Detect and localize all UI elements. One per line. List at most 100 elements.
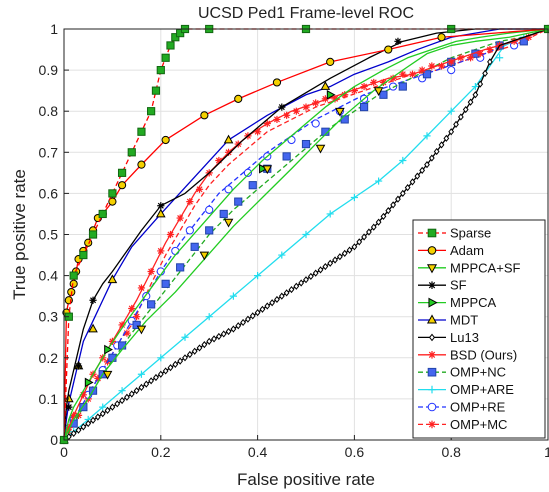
data-point-lu13 [206, 337, 213, 345]
data-point-lu13 [148, 377, 155, 385]
data-point-bsd-ours [466, 54, 475, 62]
legend-label: Adam [450, 243, 484, 258]
legend-entry-omp-nc: OMP+NC [418, 365, 506, 380]
data-point-bsd-ours [457, 54, 465, 62]
series-lu13 [63, 28, 549, 441]
data-point-bsd-ours [437, 62, 446, 70]
data-point-bsd-ours [476, 50, 484, 58]
chart-title: UCSD Ped1 Frame-level ROC [198, 5, 414, 22]
data-point-sf [157, 202, 165, 210]
data-point-omp-nc [398, 82, 407, 91]
data-point-omp-are [99, 403, 107, 411]
data-point-lu13 [215, 332, 222, 341]
data-point-lu13 [177, 357, 184, 365]
data-point-bsd-ours [428, 62, 436, 70]
data-point-lu13 [414, 172, 421, 180]
data-point-sparse [137, 127, 146, 136]
data-point-lu13 [361, 233, 367, 241]
series-line-lu13 [63, 28, 549, 441]
data-point-omp-re [205, 205, 214, 214]
legend-label: OMP+ARE [450, 382, 514, 397]
data-point-lu13 [249, 312, 256, 320]
data-point-lu13 [419, 166, 426, 174]
data-point-lu13 [448, 128, 455, 136]
data-point-omp-are [350, 193, 358, 202]
data-point-lu13 [346, 246, 353, 254]
data-point-sf [89, 296, 97, 304]
data-point-lu13 [80, 423, 87, 431]
data-point-lu13 [409, 178, 416, 186]
data-point-lu13 [259, 305, 266, 313]
data-point-omp-re [389, 82, 398, 91]
data-point-lu13 [172, 360, 179, 368]
data-point-mppca-sf [102, 370, 113, 380]
data-point-sparse [127, 148, 136, 157]
data-point-lu13 [482, 69, 488, 77]
y-tick-label: 1 [50, 21, 58, 37]
legend-label: OMP+RE [450, 400, 506, 415]
data-point-lu13 [399, 189, 406, 198]
data-point-omp-are [278, 251, 286, 259]
data-point-adam [137, 160, 146, 169]
y-tick-label: 0 [50, 432, 58, 448]
y-tick-label: 0.3 [39, 309, 59, 325]
data-point-bsd-ours [447, 58, 455, 66]
series-line-omp-re [63, 28, 549, 441]
data-point-mdt [107, 274, 118, 284]
data-point-omp-mc [94, 374, 102, 382]
axes: 0 0.2 0.4 0.6 0.8 1 0 0.1 0.2 0.3 0.4 0.5 0.6 0.7 0.8 0… [39, 21, 549, 460]
data-point-lu13 [356, 238, 363, 246]
data-point-sparse [166, 41, 175, 50]
data-point-lu13 [366, 228, 372, 236]
data-point-lu13 [322, 262, 329, 271]
data-point-lu13 [467, 98, 474, 106]
data-point-lu13 [191, 347, 198, 355]
data-point-lu13 [124, 393, 130, 401]
data-point-omp-are [254, 272, 262, 280]
data-point-bsd-ours [389, 74, 397, 82]
data-point-bsd-ours [137, 284, 146, 292]
y-tick-label: 0.5 [39, 227, 59, 243]
data-point-omp-are [399, 156, 407, 165]
data-point-omp-are [205, 313, 213, 321]
data-point-mdt [320, 81, 331, 90]
data-point-sparse [98, 209, 107, 219]
series-mppca-sf [63, 28, 549, 441]
series-line-mppca-sf [63, 28, 549, 441]
series-mppca [63, 28, 549, 441]
legend-entry-mppca-sf: MPPCA+SF [418, 260, 520, 275]
data-point-lu13 [153, 373, 159, 382]
data-point-bsd-ours [128, 304, 136, 313]
legend-swatch-marker [427, 246, 437, 255]
legend-label: BSD (Ours) [450, 347, 517, 362]
data-point-lu13 [283, 289, 290, 297]
data-point-omp-re [171, 246, 180, 256]
data-point-lu13 [182, 354, 188, 362]
data-point-lu13 [341, 249, 348, 258]
data-point-mppca-sf [335, 107, 345, 117]
data-point-lu13 [477, 80, 484, 88]
data-point-lu13 [99, 410, 106, 418]
data-point-lu13 [424, 161, 430, 169]
data-point-lu13 [254, 308, 261, 317]
legend-label: MDT [450, 313, 478, 328]
y-tick-label: 0.2 [39, 350, 59, 366]
data-point-bsd-ours [176, 214, 184, 222]
legend-label: SF [450, 278, 467, 293]
data-point-lu13 [225, 327, 232, 336]
data-point-adam [234, 94, 243, 103]
data-point-omp-are [118, 387, 126, 395]
data-point-sf [394, 37, 402, 45]
legend-label: Lu13 [450, 330, 479, 345]
data-point-lu13 [274, 295, 280, 304]
data-point-mppca-sf [315, 144, 326, 154]
data-point-lu13 [85, 419, 92, 428]
data-point-lu13 [75, 426, 82, 434]
legend-swatch-marker [428, 420, 436, 429]
data-point-bsd-ours [147, 267, 155, 276]
data-point-lu13 [235, 322, 242, 330]
data-point-lu13 [157, 370, 164, 378]
data-point-sparse [171, 33, 180, 42]
data-point-omp-re [447, 66, 456, 75]
y-tick-label: 0.8 [39, 103, 59, 119]
